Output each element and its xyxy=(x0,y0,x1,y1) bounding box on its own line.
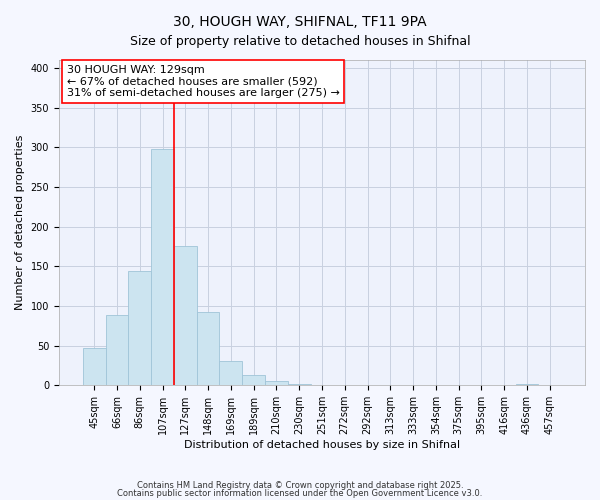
Text: Size of property relative to detached houses in Shifnal: Size of property relative to detached ho… xyxy=(130,35,470,48)
Bar xyxy=(83,348,106,385)
Bar xyxy=(128,271,151,385)
Text: 30, HOUGH WAY, SHIFNAL, TF11 9PA: 30, HOUGH WAY, SHIFNAL, TF11 9PA xyxy=(173,15,427,29)
Bar xyxy=(174,246,197,385)
Bar xyxy=(106,316,128,385)
Bar xyxy=(242,375,265,385)
Y-axis label: Number of detached properties: Number of detached properties xyxy=(15,135,25,310)
Text: Contains HM Land Registry data © Crown copyright and database right 2025.: Contains HM Land Registry data © Crown c… xyxy=(137,481,463,490)
Text: Contains public sector information licensed under the Open Government Licence v3: Contains public sector information licen… xyxy=(118,488,482,498)
Bar xyxy=(220,362,242,385)
Bar xyxy=(265,382,288,385)
Bar xyxy=(151,149,174,385)
X-axis label: Distribution of detached houses by size in Shifnal: Distribution of detached houses by size … xyxy=(184,440,460,450)
Bar xyxy=(515,384,538,385)
Text: 30 HOUGH WAY: 129sqm
← 67% of detached houses are smaller (592)
31% of semi-deta: 30 HOUGH WAY: 129sqm ← 67% of detached h… xyxy=(67,65,340,98)
Bar xyxy=(288,384,311,385)
Bar xyxy=(197,312,220,385)
